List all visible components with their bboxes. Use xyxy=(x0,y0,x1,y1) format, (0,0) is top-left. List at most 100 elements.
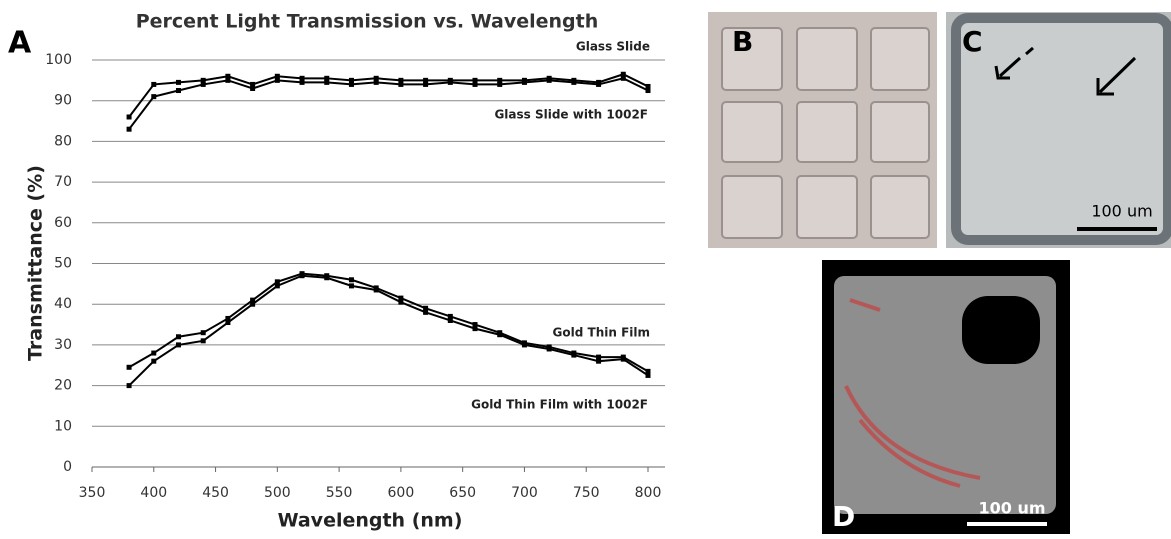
point xyxy=(274,73,280,79)
point xyxy=(423,305,429,311)
point xyxy=(497,77,503,83)
y-axis-label: Transmittance (%) xyxy=(25,165,47,361)
point xyxy=(423,81,429,87)
y-tick-label: 30 xyxy=(54,337,72,353)
point xyxy=(324,275,330,281)
point xyxy=(200,330,206,336)
point xyxy=(373,287,379,293)
point xyxy=(645,372,651,378)
point xyxy=(645,88,651,94)
panel-label: B xyxy=(732,25,753,58)
x-tick-label: 650 xyxy=(449,485,476,501)
point xyxy=(175,88,181,94)
point xyxy=(225,320,231,326)
y-tick-label: 0 xyxy=(63,459,72,475)
point xyxy=(200,81,206,87)
point xyxy=(423,309,429,315)
point xyxy=(348,283,354,289)
point xyxy=(596,81,602,87)
x-tick-label: 700 xyxy=(511,485,538,501)
y-tick-label: 50 xyxy=(54,256,72,272)
point xyxy=(571,352,577,358)
point xyxy=(175,342,181,348)
point xyxy=(472,77,478,83)
point xyxy=(472,81,478,87)
x-tick-label: 450 xyxy=(202,485,229,501)
wells xyxy=(721,27,930,239)
point xyxy=(546,77,552,83)
point xyxy=(620,75,626,81)
point xyxy=(299,79,305,85)
point xyxy=(398,81,404,87)
micrograph-c: C 100 um xyxy=(946,12,1171,248)
chart-title: Percent Light Transmission vs. Wavelengt… xyxy=(136,11,599,33)
y-tick-label: 100 xyxy=(45,52,72,68)
point xyxy=(274,77,280,83)
point xyxy=(472,326,478,332)
arrows xyxy=(994,46,1137,96)
point xyxy=(250,81,256,87)
point xyxy=(126,364,132,370)
y-tick-label: 20 xyxy=(54,378,72,394)
point xyxy=(398,77,404,83)
point xyxy=(472,322,478,328)
series-line xyxy=(128,274,649,387)
y-tick-label: 80 xyxy=(54,133,72,149)
point xyxy=(521,79,527,85)
panel-label: C xyxy=(962,25,983,58)
point xyxy=(348,277,354,283)
point xyxy=(596,358,602,364)
point xyxy=(497,81,503,87)
point xyxy=(348,77,354,83)
point xyxy=(373,75,379,81)
series-label: Gold Thin Film xyxy=(553,326,650,340)
point xyxy=(225,77,231,83)
panel-label: A xyxy=(8,26,32,61)
cells xyxy=(844,298,981,488)
point xyxy=(497,332,503,338)
point xyxy=(398,299,404,305)
hole xyxy=(962,296,1040,364)
point xyxy=(126,383,132,389)
point xyxy=(324,75,330,81)
x-tick-label: 500 xyxy=(264,485,291,501)
well xyxy=(951,13,1171,245)
point xyxy=(126,126,132,132)
x-tick-label: 550 xyxy=(326,485,353,501)
point xyxy=(447,313,453,319)
micrograph-b: B xyxy=(708,12,937,248)
y-tick-label: 40 xyxy=(54,296,72,312)
point xyxy=(175,79,181,85)
x-tick-label: 750 xyxy=(573,485,600,501)
y-tick-label: 60 xyxy=(54,215,72,231)
x-tick-label: 350 xyxy=(79,485,106,501)
x-axis-label: Wavelength (nm) xyxy=(278,510,463,532)
point xyxy=(373,79,379,85)
x-tick-label: 800 xyxy=(635,485,662,501)
series-label: Glass Slide with 1002F xyxy=(494,108,648,122)
point xyxy=(250,301,256,307)
series-label: Gold Thin Film with 1002F xyxy=(471,398,648,412)
y-tick-label: 70 xyxy=(54,174,72,190)
point xyxy=(423,77,429,83)
point xyxy=(225,315,231,321)
y-tick-label: 90 xyxy=(54,93,72,109)
micrograph-d: D 100 um xyxy=(822,260,1070,534)
point xyxy=(447,317,453,323)
panel-label: D xyxy=(832,500,855,533)
point xyxy=(521,342,527,348)
point xyxy=(175,334,181,340)
series-line xyxy=(128,73,649,118)
point xyxy=(645,83,651,89)
point xyxy=(620,71,626,77)
point xyxy=(398,295,404,301)
point xyxy=(324,79,330,85)
point xyxy=(151,358,157,364)
series-line xyxy=(128,272,649,373)
point xyxy=(151,350,157,356)
point xyxy=(126,114,132,120)
point xyxy=(299,273,305,279)
point xyxy=(348,81,354,87)
